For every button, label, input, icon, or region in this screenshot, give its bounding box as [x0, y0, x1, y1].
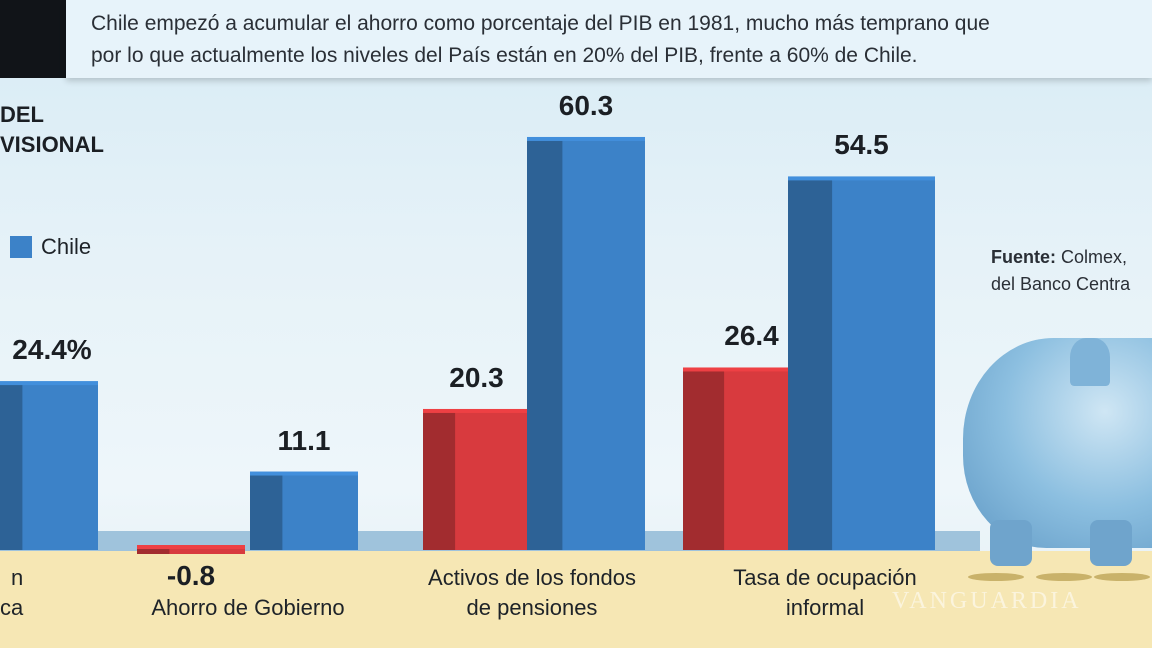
legend-swatch-chile	[10, 236, 32, 258]
bar-side	[423, 411, 461, 550]
title-line-2: VISIONAL	[0, 132, 104, 157]
data-label: 54.5	[834, 129, 889, 161]
bar-side	[788, 179, 840, 550]
category-label: Tasa de ocupación informal	[733, 565, 917, 620]
chart-title: DEL VISIONAL	[0, 100, 104, 160]
piggy-bank-image	[963, 338, 1152, 548]
coin	[968, 573, 1024, 581]
title-line-1: DEL	[0, 102, 44, 127]
bar-mexico-1	[137, 545, 245, 554]
bar-top	[137, 545, 245, 549]
bar-top	[423, 408, 530, 413]
bar-front	[22, 384, 98, 550]
bar-top	[788, 176, 935, 181]
coin	[1094, 573, 1150, 581]
piggy-leg	[990, 520, 1032, 566]
watermark: VANGUARDIA	[892, 588, 1082, 614]
bar-mexico-2	[423, 408, 530, 550]
floor	[0, 551, 1152, 648]
bar-front	[562, 139, 645, 550]
bar-side	[137, 548, 175, 554]
data-label: -0.8	[166, 560, 216, 591]
header-banner: Chile empezó a acumular el ahorro como p…	[66, 0, 1152, 78]
bar-chile-1	[250, 471, 358, 550]
category-label: Ahorro de Gobierno	[151, 595, 345, 620]
header-line-2: por lo que actualmente los niveles del P…	[91, 44, 918, 67]
piggy-ear	[1070, 338, 1110, 386]
data-label: 60.3	[558, 89, 614, 121]
data-label: 26.4	[724, 320, 779, 352]
legend: Chile	[10, 234, 91, 260]
source-line-1: Colmex,	[1061, 247, 1128, 267]
bar-front	[455, 411, 530, 550]
coin	[1036, 573, 1092, 581]
bar-chile-3	[788, 176, 935, 550]
bar-front	[832, 179, 935, 550]
source-label: Fuente:	[991, 247, 1056, 267]
header-black-block	[0, 0, 66, 78]
bar-top	[683, 367, 820, 372]
data-label: 20.3	[449, 361, 504, 393]
bar-front	[282, 474, 358, 550]
source-line-2: del Banco Centra	[991, 274, 1131, 294]
bar-top	[0, 381, 98, 386]
bar-front	[169, 548, 245, 554]
bar-side	[527, 139, 569, 550]
data-label: 11.1	[277, 424, 331, 456]
bar-side	[250, 474, 288, 550]
category-label: n ca	[0, 565, 24, 620]
category-label: Activos de los fondos de pensiones	[428, 565, 636, 620]
bar-chile-0	[0, 381, 98, 550]
data-label: 24.4%	[12, 334, 92, 366]
bar-top	[527, 136, 645, 141]
piggy-leg	[1090, 520, 1132, 566]
bar-top	[250, 471, 358, 476]
legend-label-chile: Chile	[41, 234, 92, 259]
header-line-1: Chile empezó a acumular el ahorro como p…	[91, 12, 990, 35]
source-note: Fuente: Colmex, del Banco Centra	[991, 244, 1130, 298]
bar-chile-2	[527, 136, 645, 550]
bar-side	[683, 370, 731, 550]
